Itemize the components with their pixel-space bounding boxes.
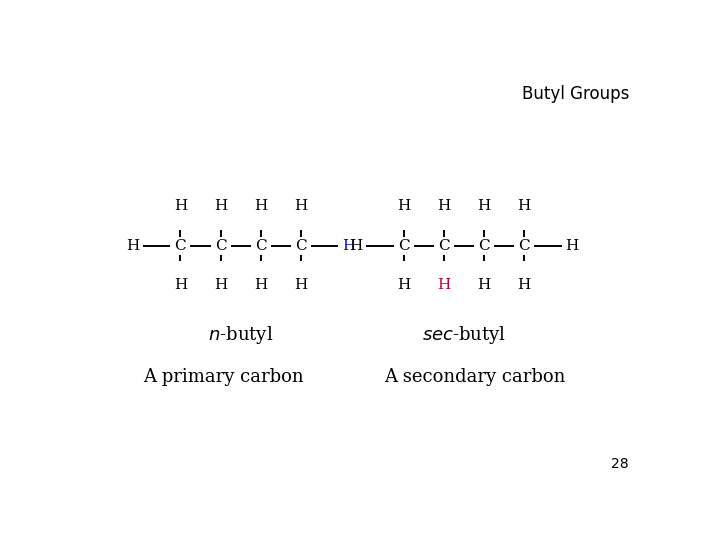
Text: H: H [294, 199, 307, 213]
Text: H: H [294, 278, 307, 292]
Text: C: C [215, 239, 226, 253]
Text: H: H [397, 278, 410, 292]
Text: $\it{sec}$-butyl: $\it{sec}$-butyl [422, 324, 506, 346]
Text: A primary carbon: A primary carbon [143, 368, 305, 386]
Text: C: C [174, 239, 186, 253]
Text: Butyl Groups: Butyl Groups [522, 85, 629, 103]
Text: H: H [437, 199, 451, 213]
Text: H: H [477, 278, 490, 292]
Text: A secondary carbon: A secondary carbon [384, 368, 566, 386]
Text: 28: 28 [611, 457, 629, 471]
Text: H: H [174, 199, 187, 213]
Text: H: H [254, 278, 267, 292]
Text: C: C [397, 239, 410, 253]
Text: H: H [565, 239, 578, 253]
Text: C: C [478, 239, 490, 253]
Text: C: C [295, 239, 307, 253]
Text: H: H [126, 239, 140, 253]
Text: H: H [174, 278, 187, 292]
Text: C: C [255, 239, 266, 253]
Text: C: C [518, 239, 530, 253]
Text: H: H [477, 199, 490, 213]
Text: H: H [518, 278, 531, 292]
Text: H: H [349, 239, 363, 253]
Text: H: H [437, 278, 451, 292]
Text: H: H [342, 239, 355, 253]
Text: H: H [214, 278, 228, 292]
Text: H: H [397, 199, 410, 213]
Text: C: C [438, 239, 449, 253]
Text: H: H [214, 199, 228, 213]
Text: $\it{n}$-butyl: $\it{n}$-butyl [208, 324, 274, 346]
Text: H: H [254, 199, 267, 213]
Text: H: H [518, 199, 531, 213]
